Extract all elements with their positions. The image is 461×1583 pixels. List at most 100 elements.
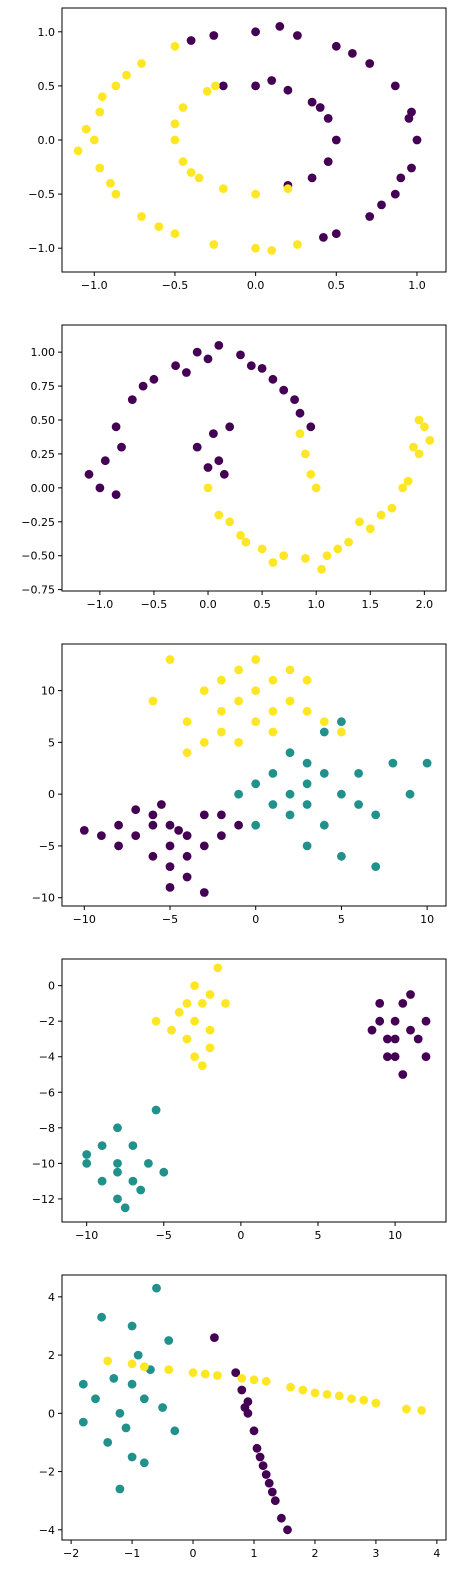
data-point — [414, 415, 424, 425]
x-tick-label: 2 — [311, 1547, 318, 1560]
data-point — [375, 999, 385, 1008]
data-point — [194, 173, 204, 183]
y-tick-label: 1.0 — [38, 26, 56, 39]
data-point — [285, 665, 295, 675]
data-point — [264, 1478, 274, 1488]
data-point — [390, 1016, 400, 1026]
x-tick-label: 1 — [251, 1547, 258, 1560]
data-point — [217, 675, 226, 685]
data-point — [139, 1362, 149, 1372]
x-tick-label: 0.5 — [328, 279, 346, 292]
data-point — [258, 1461, 268, 1471]
y-tick-label: −8 — [39, 1122, 55, 1135]
data-point — [103, 1438, 113, 1447]
data-point — [197, 1061, 207, 1070]
data-point — [311, 483, 321, 493]
data-point — [425, 436, 435, 445]
data-point — [371, 810, 381, 820]
data-point — [165, 655, 175, 664]
x-tick-label: −5 — [156, 1229, 172, 1242]
data-point — [331, 229, 341, 239]
y-tick-label: −4 — [39, 1051, 55, 1064]
data-point — [376, 510, 386, 520]
data-point — [234, 696, 244, 706]
data-point — [151, 1016, 161, 1026]
plot-frame — [61, 7, 447, 273]
data-point — [192, 347, 202, 357]
data-point — [306, 422, 316, 432]
data-point — [251, 27, 260, 37]
data-point — [354, 769, 363, 778]
x-tick-label: −1.0 — [86, 598, 113, 611]
data-point — [371, 1398, 381, 1408]
data-point — [210, 1333, 219, 1342]
data-point — [252, 1443, 262, 1453]
data-point — [186, 168, 196, 177]
data-point — [421, 1052, 431, 1062]
data-point — [127, 1321, 137, 1331]
data-point — [412, 135, 422, 145]
y-tick-label: 0.75 — [31, 380, 56, 393]
data-point — [293, 240, 302, 249]
data-point — [409, 442, 418, 452]
data-point — [333, 544, 343, 554]
data-point — [165, 841, 175, 851]
data-point — [82, 1159, 92, 1168]
data-point — [199, 686, 209, 695]
data-point — [285, 789, 295, 799]
data-point — [348, 49, 357, 58]
data-point — [295, 408, 305, 418]
data-point — [148, 820, 158, 830]
y-tick-label: −2 — [39, 1466, 55, 1479]
data-point — [79, 826, 89, 835]
plot-frame — [61, 958, 447, 1223]
data-point — [285, 810, 295, 820]
data-point — [214, 341, 224, 350]
data-point — [407, 163, 416, 173]
x-tick-label: 0.0 — [199, 598, 217, 611]
x-tick-label: 0 — [252, 913, 259, 926]
data-point — [159, 1167, 169, 1177]
data-point — [301, 449, 310, 459]
data-point — [236, 350, 245, 360]
data-point — [251, 243, 260, 253]
data-point — [251, 820, 261, 830]
data-point — [298, 1385, 308, 1395]
data-point — [170, 119, 180, 129]
data-point — [377, 200, 386, 210]
data-point — [268, 769, 278, 778]
data-point — [283, 85, 293, 95]
x-tick-label: −0.5 — [141, 598, 168, 611]
y-tick-label: 4 — [48, 1291, 55, 1304]
data-point — [182, 748, 192, 758]
data-point — [115, 1408, 125, 1418]
data-point — [128, 1176, 138, 1186]
y-tick-label: −0.75 — [21, 584, 55, 597]
y-tick-label: 2 — [48, 1349, 55, 1362]
data-point — [240, 1403, 250, 1412]
data-point — [95, 163, 105, 173]
data-point — [121, 1423, 131, 1433]
data-point — [323, 114, 333, 123]
data-point — [275, 22, 285, 31]
data-point — [203, 483, 213, 493]
x-tick-label: 0.0 — [247, 279, 265, 292]
data-point — [120, 1203, 130, 1213]
data-point — [249, 1426, 259, 1436]
x-tick-label: 0 — [190, 1547, 197, 1560]
data-point — [131, 805, 141, 815]
data-point — [405, 789, 415, 799]
data-point — [117, 442, 126, 452]
data-point — [205, 990, 215, 999]
data-point — [192, 442, 202, 452]
data-point — [97, 1176, 107, 1186]
scatter-panel-2: −1.0 −0.5 0.0 0.5 1.0 1.5 2.0 −0.75 −0.50 −0.25 0.… — [21, 324, 447, 611]
data-point — [398, 999, 408, 1008]
data-point — [302, 779, 312, 789]
y-tick-label: 0.00 — [31, 482, 56, 495]
data-point — [182, 1034, 192, 1044]
data-point — [234, 738, 244, 747]
data-point — [200, 1369, 210, 1379]
data-point — [354, 800, 363, 809]
y-tick-label: 10 — [41, 685, 55, 698]
